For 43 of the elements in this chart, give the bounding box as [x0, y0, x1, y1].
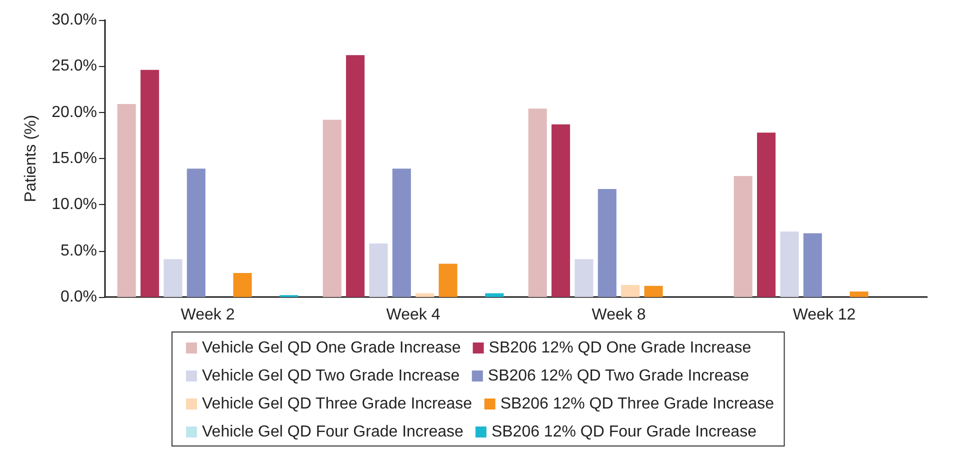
bar	[140, 70, 160, 297]
bar	[485, 293, 504, 297]
bar	[803, 233, 822, 297]
bar	[734, 176, 752, 297]
y-tick-label: 10.0%	[52, 196, 97, 214]
legend-label: SB206 12% QD Three Grade Increase	[500, 396, 774, 412]
y-tick-label: 5.0%	[60, 242, 97, 260]
bar	[186, 168, 206, 297]
legend-label: SB206 12% QD Two Grade Increase	[488, 368, 750, 384]
bar	[621, 284, 640, 297]
legend-label: Vehicle Gel QD Four Grade Increase	[202, 424, 464, 440]
bar	[392, 168, 411, 297]
bar	[757, 132, 776, 297]
bar	[528, 108, 547, 297]
legend-label: Vehicle Gel QD Two Grade Increase	[202, 368, 460, 384]
y-axis-title: Patients (%)	[22, 114, 40, 202]
bar	[552, 124, 570, 297]
legend-label: Vehicle Gel QD Three Grade Increase	[202, 396, 472, 412]
bar	[164, 259, 182, 297]
bar	[438, 264, 458, 297]
bar	[233, 272, 252, 297]
bar	[598, 188, 616, 297]
x-tick-label: Week 8	[592, 306, 646, 324]
y-tick-label: 0.0%	[60, 288, 97, 306]
y-tick-label: 20.0%	[52, 104, 97, 121]
x-tick-label: Week 4	[386, 306, 440, 324]
bar	[574, 259, 594, 297]
y-tick-label: 30.0%	[52, 12, 97, 28]
bar	[346, 55, 365, 297]
legend-label: Vehicle Gel QD One Grade Increase	[202, 340, 461, 356]
x-tick-label: Week 2	[180, 306, 235, 324]
legend-label: SB206 12% QD Four Grade Increase	[491, 424, 757, 440]
bar	[644, 286, 663, 297]
bar	[117, 104, 136, 297]
bar	[416, 293, 434, 297]
bar	[322, 120, 342, 297]
bar	[369, 243, 388, 297]
x-tick-label: Week 12	[792, 306, 856, 324]
bar	[780, 231, 799, 297]
bar	[850, 291, 868, 297]
y-tick-label: 25.0%	[52, 58, 97, 75]
y-tick-label: 15.0%	[52, 150, 97, 167]
legend-label: SB206 12% QD One Grade Increase	[488, 340, 752, 356]
